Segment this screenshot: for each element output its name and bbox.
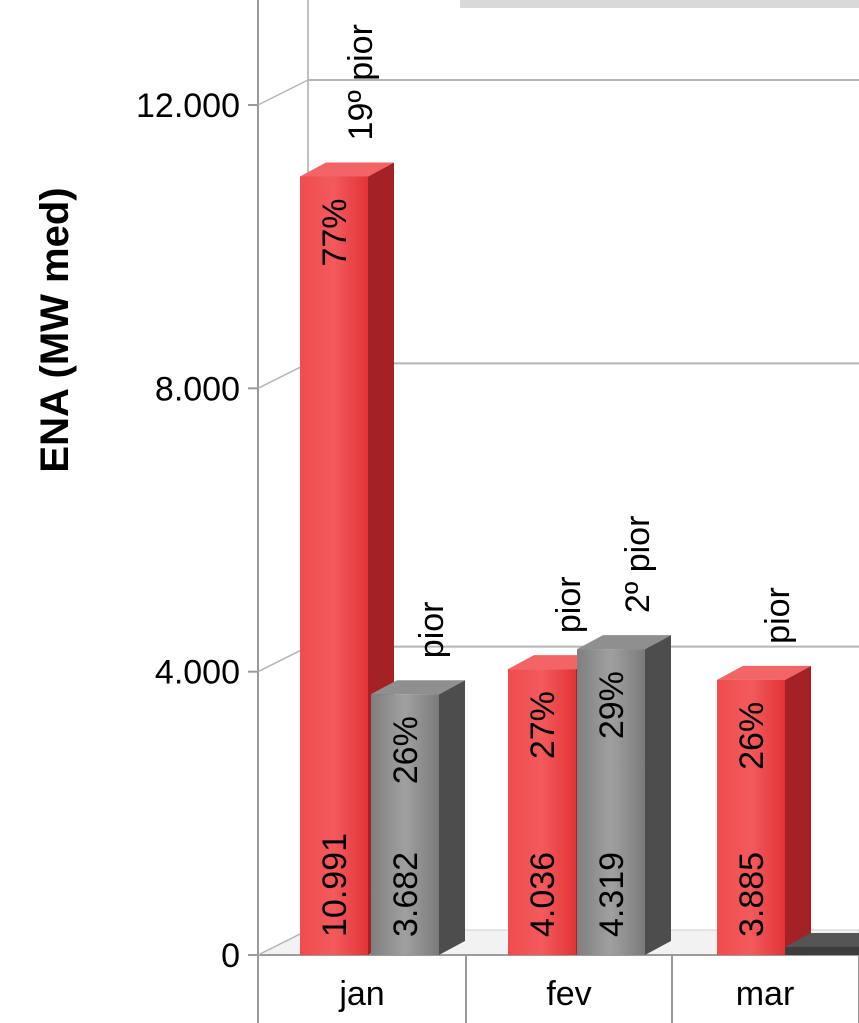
bar-top — [577, 635, 671, 650]
gridline-diagonal — [257, 362, 309, 390]
bar-percent-label: 77% — [316, 198, 354, 266]
bar-value-label: 4.319 — [593, 852, 631, 937]
category-label: fev — [546, 975, 591, 1013]
category-label: mar — [736, 975, 795, 1013]
bar-top — [717, 665, 811, 680]
bar-percent-label: 26% — [733, 702, 771, 770]
bar-value-label: 3.682 — [387, 852, 425, 937]
bar — [300, 176, 368, 956]
bar-side — [439, 680, 465, 955]
y-axis-title: ENA (MW med) — [33, 187, 77, 472]
gridline-diagonal — [257, 645, 309, 673]
y-tick-label: 0 — [221, 937, 240, 975]
gridline-diagonal — [257, 79, 309, 106]
bar-rank-label: pior — [759, 587, 797, 644]
bar — [577, 649, 645, 955]
bar-percent-label: 27% — [524, 691, 562, 759]
bar-percent-label: 29% — [593, 671, 631, 739]
bar — [508, 669, 576, 955]
y-tick-label: 4.000 — [155, 654, 240, 692]
bar — [717, 679, 785, 955]
bar-rank-label: 19º pior — [342, 24, 380, 140]
bar-value-label: 4.036 — [524, 852, 562, 937]
bar-value-label: 10.991 — [316, 833, 354, 937]
left-margin — [0, 0, 20, 1023]
empty-bar-base — [785, 933, 859, 947]
y-tick-label: 8.000 — [155, 370, 240, 408]
bar-rank-label: 2º pior — [619, 516, 657, 613]
bar-rank-label: pior — [550, 576, 588, 633]
top-band — [460, 0, 859, 8]
y-tick-label: 12.000 — [136, 87, 240, 125]
bar — [371, 694, 439, 955]
bar-side — [785, 665, 811, 955]
bar-top — [371, 680, 465, 695]
gridline-diagonal — [257, 929, 309, 956]
bar-side — [645, 635, 671, 955]
bar-value-label: 3.885 — [733, 852, 771, 937]
bar-percent-label: 26% — [387, 716, 425, 784]
bar-top — [300, 162, 394, 177]
category-label: jan — [338, 975, 384, 1013]
bar-rank-label: pior — [413, 601, 451, 658]
empty-bar-face — [785, 947, 859, 955]
